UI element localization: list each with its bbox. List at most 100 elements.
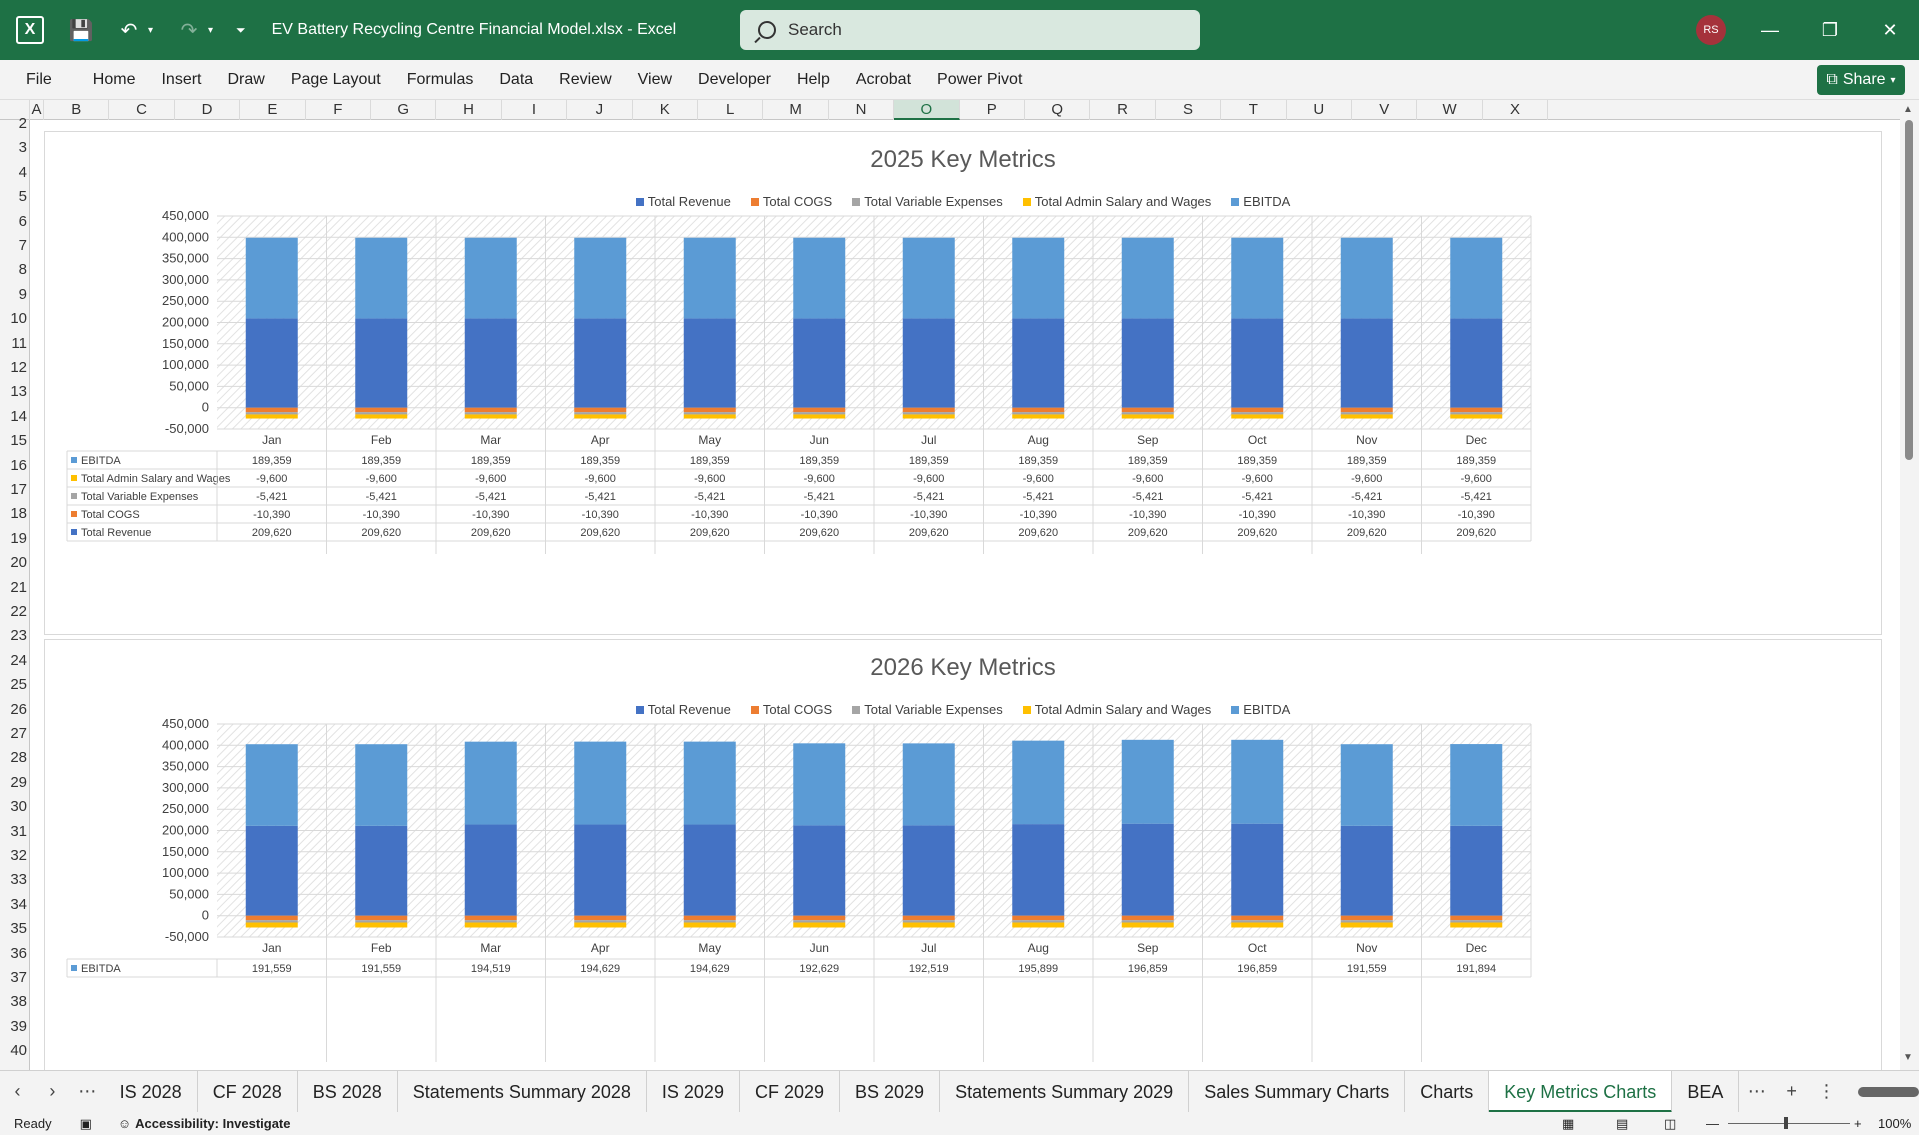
bar-total-cogs-oct[interactable]	[1231, 915, 1284, 921]
sheet-tab-statements-summary-2028[interactable]: Statements Summary 2028	[398, 1070, 647, 1113]
bar-total-admin-salary-and-wages-dec[interactable]	[1450, 414, 1503, 419]
bar-total-admin-salary-and-wages-aug[interactable]	[1012, 414, 1065, 419]
share-button[interactable]: ⧉ Share ▾	[1817, 65, 1905, 95]
row-header-5[interactable]: 5	[18, 188, 27, 206]
close-icon[interactable]: ✕	[1882, 19, 1898, 40]
bar-total-variable-expenses-mar[interactable]	[464, 920, 517, 923]
row-header-17[interactable]: 17	[10, 481, 27, 498]
bar-total-revenue-oct[interactable]	[1231, 318, 1284, 408]
bar-total-revenue-jun[interactable]	[793, 825, 846, 916]
column-header-x[interactable]: X	[1483, 100, 1549, 120]
tab-prev-icon[interactable]: ‹	[14, 1081, 21, 1101]
column-header-b[interactable]: B	[44, 100, 110, 120]
menu-insert[interactable]: Insert	[161, 70, 202, 88]
bar-total-variable-expenses-apr[interactable]	[574, 412, 627, 415]
bar-ebitda-jan[interactable]	[245, 237, 298, 319]
column-header-i[interactable]: I	[502, 100, 568, 120]
customize-toolbar-icon[interactable]: ⏷	[236, 22, 246, 37]
bar-total-cogs-aug[interactable]	[1012, 407, 1065, 413]
bar-total-variable-expenses-aug[interactable]	[1012, 412, 1065, 415]
row-header-30[interactable]: 30	[10, 798, 27, 816]
page-layout-icon[interactable]: ▤	[1616, 1115, 1629, 1131]
bar-ebitda-may[interactable]	[683, 741, 736, 825]
add-sheet-icon[interactable]: +	[1786, 1081, 1797, 1101]
bar-total-variable-expenses-nov[interactable]	[1340, 412, 1393, 415]
bar-ebitda-jul[interactable]	[902, 743, 955, 826]
menu-acrobat[interactable]: Acrobat	[855, 70, 912, 88]
menu-file[interactable]: File	[26, 70, 52, 88]
bar-total-admin-salary-and-wages-nov[interactable]	[1340, 414, 1393, 419]
column-header-e[interactable]: E	[240, 100, 306, 120]
zoom-slider-thumb[interactable]	[1784, 1117, 1788, 1129]
bar-ebitda-jun[interactable]	[793, 743, 846, 826]
sheet-tab-key-metrics-charts[interactable]: Key Metrics Charts	[1489, 1070, 1673, 1113]
menu-page-layout[interactable]: Page Layout	[290, 70, 381, 88]
bar-ebitda-oct[interactable]	[1231, 237, 1284, 319]
bar-total-cogs-feb[interactable]	[355, 915, 408, 921]
bar-total-variable-expenses-apr[interactable]	[574, 920, 627, 923]
bar-total-variable-expenses-sep[interactable]	[1121, 412, 1174, 415]
bar-total-revenue-dec[interactable]	[1450, 825, 1503, 916]
redo-icon[interactable]: ↷	[180, 19, 198, 42]
normal-view-icon[interactable]: ▦	[1562, 1115, 1575, 1131]
bar-ebitda-oct[interactable]	[1231, 739, 1284, 824]
bar-total-admin-salary-and-wages-may[interactable]	[683, 414, 736, 419]
bar-ebitda-apr[interactable]	[574, 741, 627, 825]
bar-total-cogs-apr[interactable]	[574, 915, 627, 921]
column-header-o[interactable]: O	[894, 100, 960, 120]
bar-total-variable-expenses-may[interactable]	[683, 920, 736, 923]
bar-total-cogs-sep[interactable]	[1121, 407, 1174, 413]
bar-total-admin-salary-and-wages-jan[interactable]	[245, 414, 298, 419]
bar-total-admin-salary-and-wages-aug[interactable]	[1012, 922, 1065, 928]
row-header-20[interactable]: 20	[10, 554, 27, 572]
bar-total-admin-salary-and-wages-sep[interactable]	[1121, 922, 1174, 928]
bar-total-admin-salary-and-wages-jul[interactable]	[902, 922, 955, 928]
column-header-t[interactable]: T	[1221, 100, 1287, 120]
tab-next-icon[interactable]: ›	[49, 1081, 56, 1101]
row-header-27[interactable]: 27	[10, 725, 27, 742]
row-header-25[interactable]: 25	[10, 676, 27, 694]
bar-total-revenue-apr[interactable]	[574, 318, 627, 408]
bar-ebitda-dec[interactable]	[1450, 237, 1503, 319]
row-header-37[interactable]: 37	[10, 969, 27, 986]
row-header-26[interactable]: 26	[10, 700, 27, 718]
redo-dropdown-icon[interactable]: ▾	[208, 24, 214, 36]
bar-total-revenue-feb[interactable]	[355, 318, 408, 408]
column-header-s[interactable]: S	[1156, 100, 1222, 120]
bar-ebitda-nov[interactable]	[1340, 237, 1393, 319]
sheet-tab-is-2028[interactable]: IS 2028	[105, 1070, 198, 1113]
accessibility-status[interactable]: Accessibility: Investigate	[135, 1116, 291, 1131]
row-header-31[interactable]: 31	[10, 822, 27, 840]
bar-ebitda-dec[interactable]	[1450, 744, 1503, 826]
scroll-down-icon[interactable]: ▼	[1903, 1052, 1913, 1063]
bar-total-cogs-jan[interactable]	[245, 915, 298, 921]
bar-total-admin-salary-and-wages-oct[interactable]	[1231, 414, 1284, 419]
bar-total-cogs-jan[interactable]	[245, 407, 298, 413]
column-header-k[interactable]: K	[633, 100, 698, 120]
column-header-h[interactable]: H	[436, 100, 502, 120]
bar-total-revenue-mar[interactable]	[464, 824, 517, 916]
horizontal-scrollbar[interactable]	[1857, 1086, 1919, 1097]
bar-total-variable-expenses-dec[interactable]	[1450, 920, 1503, 923]
bar-total-cogs-jul[interactable]	[902, 915, 955, 921]
column-header-p[interactable]: P	[960, 100, 1025, 120]
column-header-q[interactable]: Q	[1025, 100, 1091, 120]
row-header-15[interactable]: 15	[10, 432, 27, 450]
bar-total-admin-salary-and-wages-nov[interactable]	[1340, 922, 1393, 928]
bar-ebitda-nov[interactable]	[1340, 744, 1393, 826]
column-header-m[interactable]: M	[763, 100, 829, 120]
bar-total-admin-salary-and-wages-apr[interactable]	[574, 922, 627, 928]
bar-total-cogs-jul[interactable]	[902, 407, 955, 413]
row-header-8[interactable]: 8	[18, 261, 27, 279]
bar-ebitda-feb[interactable]	[355, 744, 408, 826]
sheet-tab-cf-2029[interactable]: CF 2029	[740, 1070, 841, 1113]
menu-home[interactable]: Home	[92, 70, 136, 88]
bar-total-admin-salary-and-wages-feb[interactable]	[355, 414, 408, 419]
column-header-n[interactable]: N	[829, 100, 895, 120]
bar-total-revenue-aug[interactable]	[1012, 318, 1065, 408]
bar-total-variable-expenses-jun[interactable]	[793, 920, 846, 923]
save-icon[interactable]: 💾	[68, 19, 94, 42]
bar-total-revenue-jul[interactable]	[902, 825, 955, 916]
bar-total-revenue-dec[interactable]	[1450, 318, 1503, 408]
row-header-13[interactable]: 13	[10, 383, 27, 401]
